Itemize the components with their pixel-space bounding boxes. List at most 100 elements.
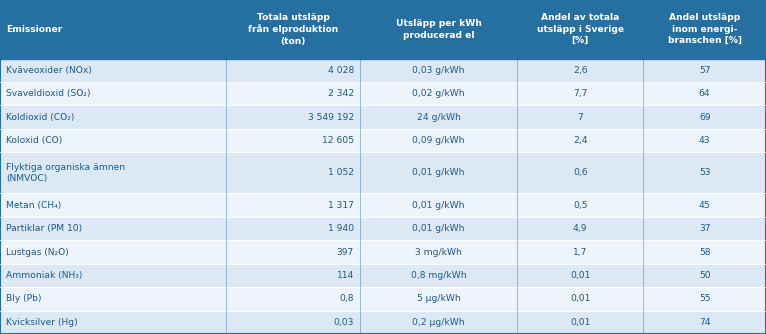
- FancyBboxPatch shape: [226, 129, 360, 152]
- Text: 55: 55: [699, 294, 711, 303]
- FancyBboxPatch shape: [226, 287, 360, 311]
- FancyBboxPatch shape: [226, 58, 360, 82]
- Text: Metan (CH₄): Metan (CH₄): [6, 201, 61, 210]
- Text: 4,9: 4,9: [573, 224, 588, 233]
- Text: 397: 397: [336, 247, 354, 257]
- Text: 0,01 g/kWh: 0,01 g/kWh: [412, 201, 465, 210]
- FancyBboxPatch shape: [226, 193, 360, 217]
- FancyBboxPatch shape: [0, 58, 226, 82]
- FancyBboxPatch shape: [226, 82, 360, 106]
- Text: 24 g/kWh: 24 g/kWh: [417, 113, 460, 122]
- Text: Bly (Pb): Bly (Pb): [6, 294, 41, 303]
- FancyBboxPatch shape: [0, 82, 226, 106]
- Text: 0,01: 0,01: [570, 318, 591, 327]
- Text: 5 µg/kWh: 5 µg/kWh: [417, 294, 460, 303]
- Text: 7: 7: [578, 113, 583, 122]
- FancyBboxPatch shape: [0, 264, 226, 287]
- FancyBboxPatch shape: [643, 217, 766, 240]
- FancyBboxPatch shape: [643, 82, 766, 106]
- FancyBboxPatch shape: [360, 217, 517, 240]
- FancyBboxPatch shape: [517, 58, 643, 82]
- Text: 0,01 g/kWh: 0,01 g/kWh: [412, 224, 465, 233]
- Text: 50: 50: [699, 271, 711, 280]
- Text: 0,01: 0,01: [570, 271, 591, 280]
- Text: 0,01: 0,01: [570, 294, 591, 303]
- Text: Ammoniak (NH₃): Ammoniak (NH₃): [6, 271, 83, 280]
- Text: Partiklar (PM 10): Partiklar (PM 10): [6, 224, 82, 233]
- FancyBboxPatch shape: [517, 217, 643, 240]
- Text: 3 549 192: 3 549 192: [308, 113, 354, 122]
- FancyBboxPatch shape: [226, 0, 360, 58]
- Text: 0,5: 0,5: [573, 201, 588, 210]
- FancyBboxPatch shape: [226, 264, 360, 287]
- FancyBboxPatch shape: [517, 0, 643, 58]
- FancyBboxPatch shape: [0, 106, 226, 129]
- Text: 2,4: 2,4: [573, 136, 588, 145]
- FancyBboxPatch shape: [517, 193, 643, 217]
- FancyBboxPatch shape: [643, 0, 766, 58]
- Text: Andel av totala
utsläpp i Sverige
[%]: Andel av totala utsläpp i Sverige [%]: [537, 13, 624, 45]
- FancyBboxPatch shape: [643, 264, 766, 287]
- FancyBboxPatch shape: [360, 287, 517, 311]
- FancyBboxPatch shape: [226, 152, 360, 193]
- Text: 2,6: 2,6: [573, 66, 588, 75]
- FancyBboxPatch shape: [643, 58, 766, 82]
- Text: Flyktiga organiska ämnen
(NMVOC): Flyktiga organiska ämnen (NMVOC): [6, 163, 126, 183]
- FancyBboxPatch shape: [360, 58, 517, 82]
- Text: 57: 57: [699, 66, 711, 75]
- FancyBboxPatch shape: [517, 152, 643, 193]
- Text: 43: 43: [699, 136, 711, 145]
- Text: Kväveoxider (NOx): Kväveoxider (NOx): [6, 66, 92, 75]
- FancyBboxPatch shape: [643, 129, 766, 152]
- Text: 0,09 g/kWh: 0,09 g/kWh: [412, 136, 465, 145]
- Text: 0,02 g/kWh: 0,02 g/kWh: [412, 89, 465, 98]
- FancyBboxPatch shape: [226, 240, 360, 264]
- FancyBboxPatch shape: [360, 106, 517, 129]
- Text: 37: 37: [699, 224, 711, 233]
- FancyBboxPatch shape: [643, 311, 766, 334]
- FancyBboxPatch shape: [360, 82, 517, 106]
- Text: Kvicksilver (Hg): Kvicksilver (Hg): [6, 318, 78, 327]
- Text: 2 342: 2 342: [328, 89, 354, 98]
- Text: 0,6: 0,6: [573, 168, 588, 177]
- FancyBboxPatch shape: [643, 152, 766, 193]
- FancyBboxPatch shape: [643, 106, 766, 129]
- Text: 12 605: 12 605: [322, 136, 354, 145]
- Text: 0,8: 0,8: [339, 294, 354, 303]
- FancyBboxPatch shape: [643, 287, 766, 311]
- Text: Emissioner: Emissioner: [6, 25, 62, 34]
- Text: 0,2 µg/kWh: 0,2 µg/kWh: [412, 318, 465, 327]
- FancyBboxPatch shape: [226, 106, 360, 129]
- FancyBboxPatch shape: [517, 129, 643, 152]
- FancyBboxPatch shape: [0, 217, 226, 240]
- FancyBboxPatch shape: [0, 193, 226, 217]
- FancyBboxPatch shape: [517, 311, 643, 334]
- FancyBboxPatch shape: [517, 82, 643, 106]
- FancyBboxPatch shape: [0, 129, 226, 152]
- FancyBboxPatch shape: [360, 193, 517, 217]
- FancyBboxPatch shape: [517, 240, 643, 264]
- FancyBboxPatch shape: [360, 152, 517, 193]
- FancyBboxPatch shape: [643, 240, 766, 264]
- Text: 1 940: 1 940: [328, 224, 354, 233]
- FancyBboxPatch shape: [0, 287, 226, 311]
- FancyBboxPatch shape: [517, 264, 643, 287]
- Text: 1,7: 1,7: [573, 247, 588, 257]
- FancyBboxPatch shape: [0, 240, 226, 264]
- FancyBboxPatch shape: [226, 311, 360, 334]
- Text: 114: 114: [336, 271, 354, 280]
- Text: 1 317: 1 317: [328, 201, 354, 210]
- Text: 3 mg/kWh: 3 mg/kWh: [415, 247, 462, 257]
- Text: Koldioxid (CO₂): Koldioxid (CO₂): [6, 113, 74, 122]
- Text: 58: 58: [699, 247, 711, 257]
- FancyBboxPatch shape: [360, 240, 517, 264]
- Text: 69: 69: [699, 113, 711, 122]
- Text: 45: 45: [699, 201, 711, 210]
- Text: 0,01 g/kWh: 0,01 g/kWh: [412, 168, 465, 177]
- Text: 0,8 mg/kWh: 0,8 mg/kWh: [411, 271, 466, 280]
- Text: 0,03: 0,03: [333, 318, 354, 327]
- Text: 64: 64: [699, 89, 711, 98]
- FancyBboxPatch shape: [0, 152, 226, 193]
- Text: 74: 74: [699, 318, 711, 327]
- FancyBboxPatch shape: [643, 193, 766, 217]
